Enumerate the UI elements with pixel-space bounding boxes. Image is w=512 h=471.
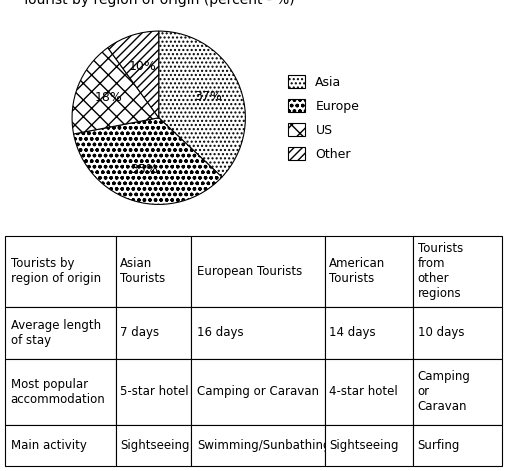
- Title: Tourist by region of origin (percent - %): Tourist by region of origin (percent - %…: [23, 0, 295, 7]
- Text: 10%: 10%: [128, 60, 156, 73]
- Legend: Asia, Europe, US, Other: Asia, Europe, US, Other: [284, 71, 363, 164]
- Wedge shape: [72, 48, 159, 134]
- Wedge shape: [74, 118, 222, 204]
- Text: 18%: 18%: [95, 91, 123, 105]
- Text: 35%: 35%: [130, 163, 158, 176]
- Wedge shape: [159, 31, 245, 177]
- Wedge shape: [108, 31, 159, 118]
- Text: 37%: 37%: [194, 90, 222, 103]
